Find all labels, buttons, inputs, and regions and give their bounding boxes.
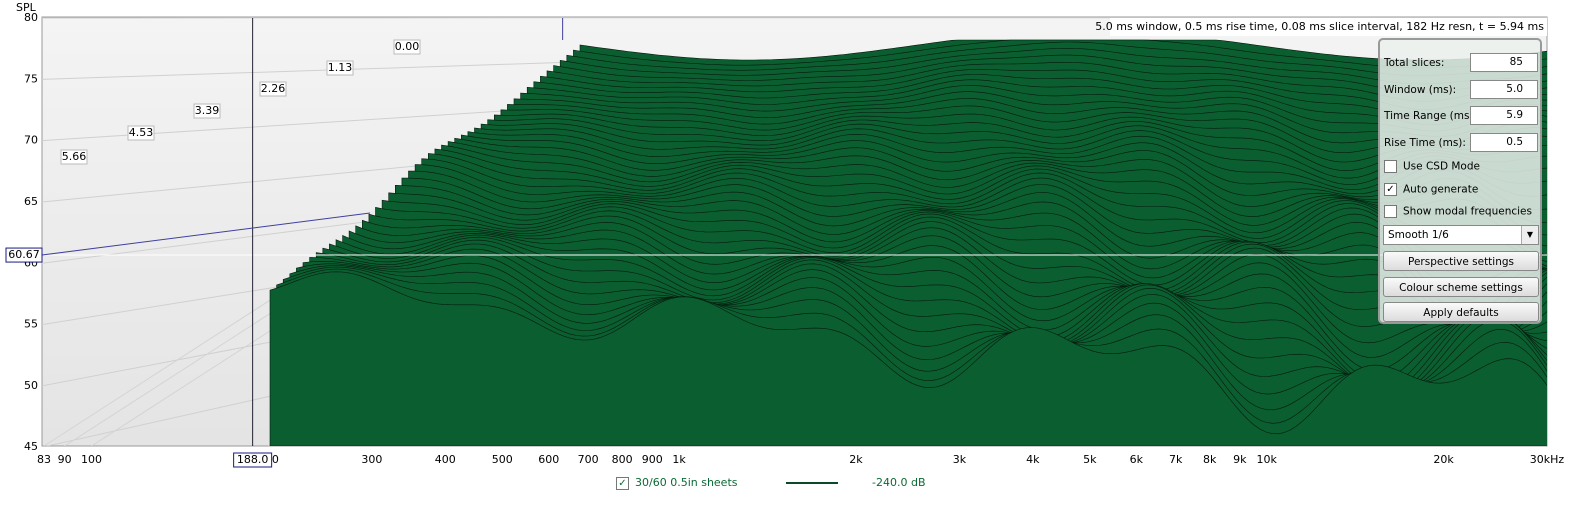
info-text: 5.0 ms window, 0.5 ms rise time, 0.08 ms… xyxy=(1095,20,1544,33)
x-tick-label: 30kHz xyxy=(1530,453,1565,466)
cursor-x-label: 188.0 xyxy=(237,453,269,466)
trace-legend[interactable]: ✓ 30/60 0.5in sheets xyxy=(616,476,738,490)
x-tick-label: 300 xyxy=(361,453,382,466)
field-input[interactable]: 5.0 xyxy=(1470,79,1538,99)
settings-panel: Total slices: 85 Window (ms): 5.0 Time Range… xyxy=(1378,38,1542,324)
checkbox[interactable] xyxy=(1384,205,1397,218)
checkbox-row[interactable]: Use CSD Mode xyxy=(1384,160,1480,173)
time-label: 1.13 xyxy=(328,61,353,74)
button[interactable]: Colour scheme settings xyxy=(1383,276,1539,297)
checkbox-label: Auto generate xyxy=(1403,183,1479,195)
trace-value: -240.0 dB xyxy=(872,476,926,489)
y-tick-label: 65 xyxy=(24,195,38,208)
cursor-y-label: 60.67 xyxy=(8,248,40,261)
x-tick-label: 500 xyxy=(492,453,513,466)
info-box xyxy=(1110,18,1547,36)
x-tick-label: 7k xyxy=(1169,453,1183,466)
trace-label: 30/60 0.5in sheets xyxy=(635,476,738,489)
x-tick-label: 700 xyxy=(578,453,599,466)
time-label: 5.66 xyxy=(62,150,87,163)
y-axis-label: SPL xyxy=(16,1,37,14)
time-label: 2.26 xyxy=(261,82,286,95)
cursor-depth xyxy=(41,212,371,256)
y-tick-label: 55 xyxy=(24,318,38,331)
x-tick-label: 100 xyxy=(81,453,102,466)
y-tick-label: 75 xyxy=(24,72,38,85)
time-label: 3.39 xyxy=(195,104,220,117)
checkbox-label: Use CSD Mode xyxy=(1403,160,1480,173)
trace-checkbox[interactable]: ✓ xyxy=(616,476,629,490)
time-label: 0.00 xyxy=(395,40,420,53)
time-label-box xyxy=(193,103,221,119)
checkbox[interactable] xyxy=(1384,160,1397,173)
x-tick-label: 4k xyxy=(1026,453,1040,466)
time-label: 4.53 xyxy=(129,126,154,139)
waterfall-slice xyxy=(269,271,1547,446)
grid-line xyxy=(1546,445,1547,446)
time-label-box xyxy=(326,60,354,76)
grid-line xyxy=(42,61,581,80)
time-label-box xyxy=(259,81,287,97)
time-label-box xyxy=(127,125,155,141)
x-tick-label: 90 xyxy=(58,453,72,466)
button[interactable]: Perspective settings xyxy=(1383,251,1539,271)
y-tick-label: 80 xyxy=(24,11,38,24)
dropdown-arrow[interactable]: ▼ xyxy=(1521,226,1538,244)
x-tick-label: 3k xyxy=(953,453,967,466)
x-tick-label: 83 xyxy=(37,453,51,466)
x-tick-label: 600 xyxy=(538,453,559,466)
time-label-box xyxy=(393,39,421,55)
x-tick-label: 6k xyxy=(1130,453,1144,466)
field-label: Rise Time (ms): xyxy=(1384,136,1466,149)
cursor-x-box xyxy=(233,452,273,468)
x-tick-label: 1k xyxy=(672,453,686,466)
checkbox[interactable]: ✓ xyxy=(1384,182,1397,196)
x-tick-label: 5k xyxy=(1083,453,1097,466)
y-tick-label: 70 xyxy=(24,134,38,147)
x-tick-label: 10k xyxy=(1256,453,1277,466)
x-tick-label: 8k xyxy=(1203,453,1217,466)
checkbox-row[interactable]: Show modal frequencies xyxy=(1384,205,1532,218)
cursor-y-box xyxy=(5,247,43,263)
field-label: Window (ms): xyxy=(1384,83,1457,96)
smoothing-dropdown[interactable]: Smooth 1/6 ▼ xyxy=(1383,225,1539,245)
x-tick-label: 800 xyxy=(612,453,633,466)
checkbox-row[interactable]: ✓ Auto generate xyxy=(1384,182,1479,196)
field-label: Total slices: xyxy=(1384,57,1445,69)
x-tick-label: 900 xyxy=(642,453,663,466)
x-tick-label: 400 xyxy=(435,453,456,466)
field-input[interactable]: 0.5 xyxy=(1470,132,1538,152)
y-tick-label: 50 xyxy=(24,379,38,392)
time-label-box xyxy=(60,149,88,165)
x-tick-label: 2k xyxy=(849,453,863,466)
x-tick-label: 20k xyxy=(1433,453,1454,466)
button[interactable]: Apply defaults xyxy=(1383,302,1539,322)
x-tick-label: 9k xyxy=(1233,453,1247,466)
field-label: Time Range (ms): xyxy=(1384,110,1478,122)
checkbox-label: Show modal frequencies xyxy=(1403,205,1532,218)
y-tick-label: 45 xyxy=(24,440,38,453)
field-input[interactable]: 5.9 xyxy=(1470,106,1538,125)
field-input[interactable]: 85 xyxy=(1470,53,1538,72)
